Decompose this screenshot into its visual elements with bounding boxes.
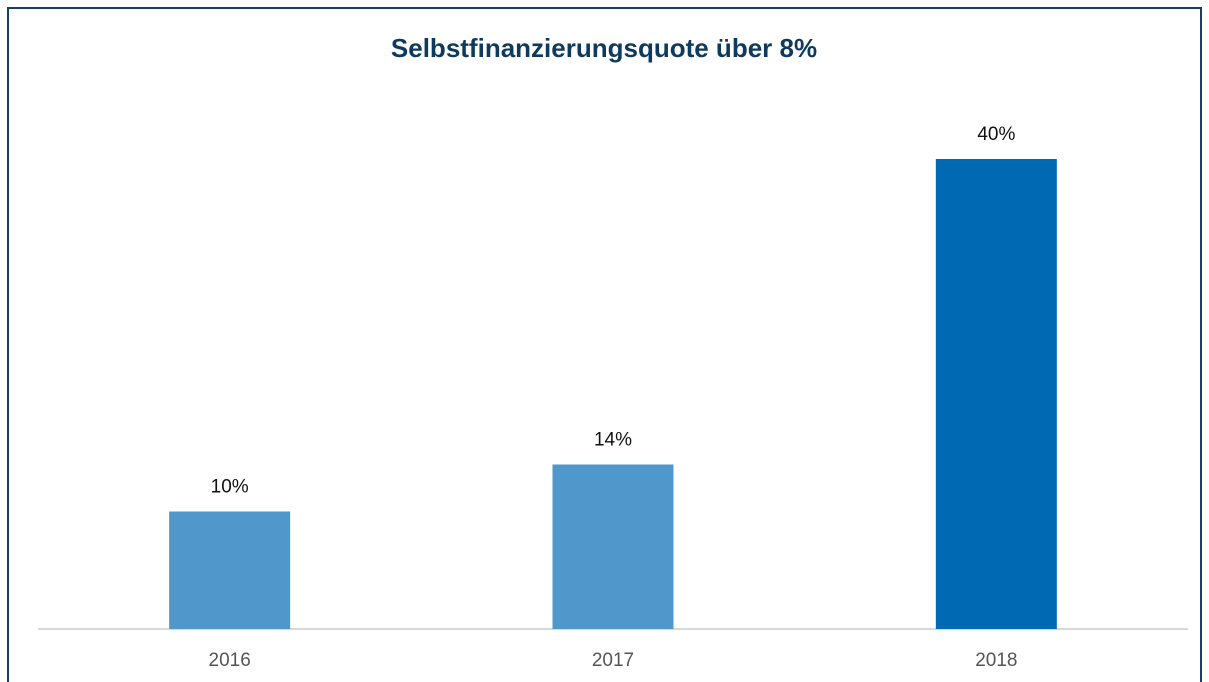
bar [552,464,674,629]
data-label: 10% [211,477,249,498]
chart-title: Selbstfinanzierungsquote über 8% [391,33,817,63]
data-label: 40% [977,124,1015,145]
bar [169,511,291,629]
x-tick-label: 2016 [209,650,251,671]
x-tick-label: 2018 [975,650,1017,671]
data-label: 14% [594,430,632,451]
x-tick-label: 2017 [592,650,634,671]
bar [935,159,1057,629]
frame [7,7,1202,682]
